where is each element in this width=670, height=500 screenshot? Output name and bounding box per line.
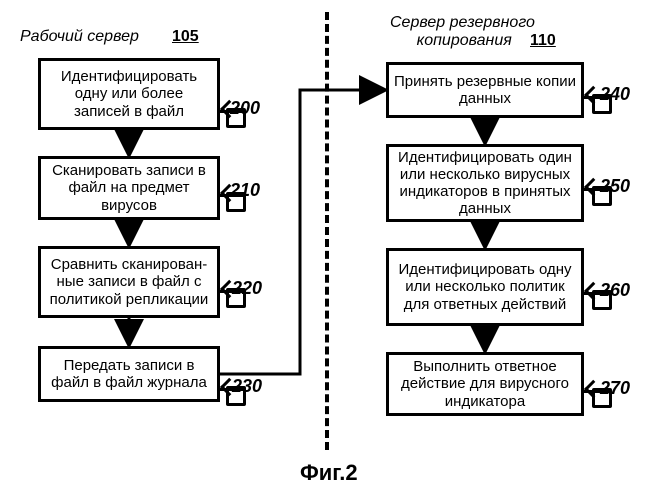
divider	[325, 12, 329, 450]
lead-270	[584, 390, 612, 393]
header-right-num: 110	[530, 32, 556, 50]
lead-210	[220, 194, 246, 197]
lead-230	[220, 388, 246, 391]
node-270: Выполнить ответное действие для вирусног…	[386, 352, 584, 416]
node-220: Сравнить сканирован- ные записи в файл с…	[38, 246, 220, 318]
node-240: Принять резервные копии данных	[386, 62, 584, 118]
header-right: Сервер резервного копирования	[390, 14, 535, 50]
node-250: Идентифицировать один или несколько виру…	[386, 144, 584, 222]
figure-caption: Фиг.2	[300, 460, 358, 486]
lead-250	[584, 188, 612, 191]
lead-240	[584, 96, 612, 99]
node-230: Передать записи в файл в файл журнала	[38, 346, 220, 402]
node-210: Сканировать записи в файл на предмет вир…	[38, 156, 220, 220]
lead-200	[220, 110, 246, 113]
node-200: Идентифицировать одну или более записей …	[38, 58, 220, 130]
node-260: Идентифицировать одну или несколько поли…	[386, 248, 584, 326]
lead-260	[584, 292, 612, 295]
header-left-num: 105	[172, 28, 199, 46]
header-left: Рабочий сервер	[20, 28, 139, 46]
lead-220	[220, 290, 246, 293]
